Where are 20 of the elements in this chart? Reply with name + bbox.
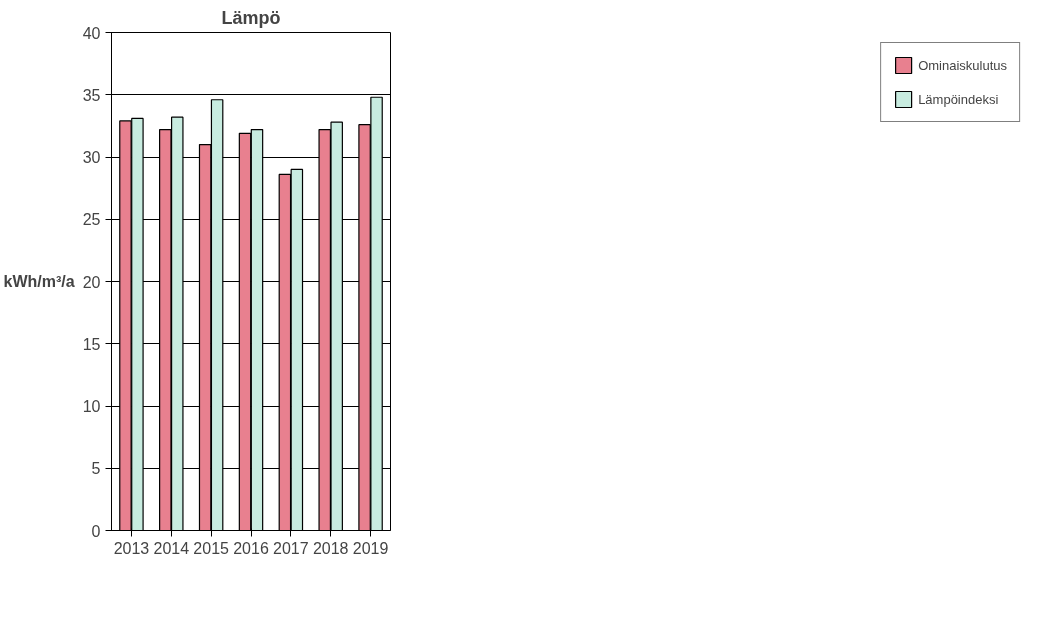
y-axis-title: kWh/m³/a bbox=[3, 273, 75, 290]
legend-label: Ominaiskulutus bbox=[918, 57, 1007, 73]
x-tick-label: 2015 bbox=[193, 539, 230, 557]
chart-title: Lämpö bbox=[221, 7, 281, 28]
x-tick-label: 2019 bbox=[352, 539, 389, 557]
legend-label: Lämpöindeksi bbox=[918, 91, 999, 107]
y-tick-label: 10 bbox=[82, 398, 101, 415]
y-tick-label: 0 bbox=[91, 522, 101, 540]
x-tick-label: 2017 bbox=[273, 539, 309, 557]
y-tick-label: 20 bbox=[82, 273, 101, 291]
y-tick-label: 5 bbox=[91, 460, 101, 478]
x-tick-label: 2018 bbox=[312, 539, 349, 557]
x-tick-label: 2016 bbox=[233, 539, 269, 557]
y-tick-label: 15 bbox=[82, 335, 101, 353]
y-tick-label: 30 bbox=[82, 149, 101, 166]
y-tick-label: 35 bbox=[82, 86, 101, 104]
y-tick-label: 40 bbox=[82, 24, 101, 42]
x-tick-label: 2013 bbox=[113, 539, 150, 557]
y-tick-label: 25 bbox=[82, 211, 101, 229]
x-tick-label: 2014 bbox=[153, 539, 190, 557]
